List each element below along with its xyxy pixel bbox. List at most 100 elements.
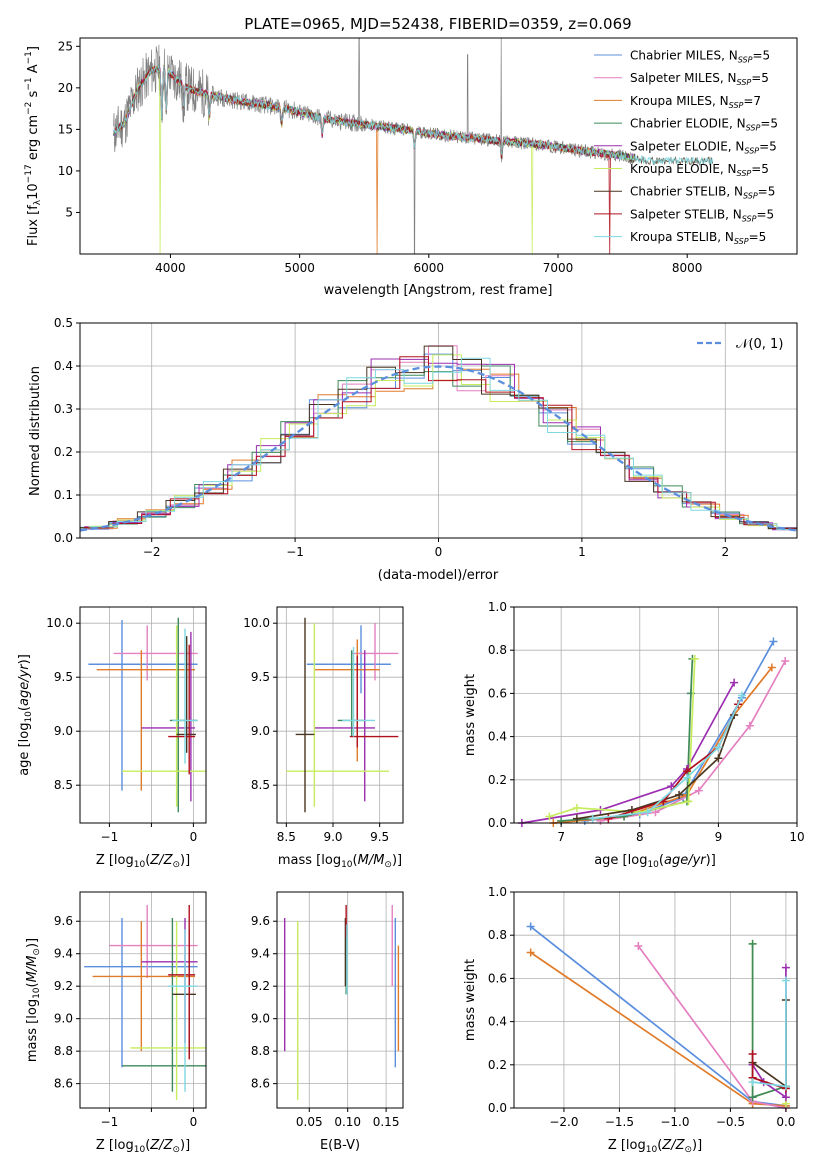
y-tick-label: 9.5 — [54, 670, 73, 684]
mass-vs-ebv-xlabel: E(B-V) — [320, 1138, 360, 1153]
age-vs-mass-frame — [276, 606, 404, 824]
errorbar-kroupa-stelib — [172, 628, 198, 764]
age-vs-z-xlabel: Z [log10(Z/Z⊙)] — [96, 853, 190, 870]
massweight-point — [781, 1093, 790, 1102]
spectrum-legend: Chabrier MILES, NSSP=5 Salpeter MILES, NS… — [594, 49, 778, 246]
y-tick-label: 0.2 — [54, 445, 73, 459]
residual-legend: 𝒩(0, 1) — [697, 337, 783, 352]
errorbar-chabrier-stelib — [176, 636, 196, 753]
x-tick-label: 9 — [715, 830, 723, 844]
spectrum-marks — [113, 38, 714, 254]
legend-label: Chabrier STELIB, NSSP=5 — [630, 185, 775, 201]
y-tick-label: 0.3 — [54, 402, 73, 416]
y-tick-label: 8.5 — [251, 778, 270, 792]
x-tick-label: −1 — [101, 1115, 119, 1129]
y-tick-label: 25 — [58, 39, 73, 53]
y-tick-label: 9.4 — [251, 947, 270, 961]
massweight-point — [748, 1050, 757, 1058]
mass-vs-z-marks — [84, 904, 206, 1100]
mass-vs-z-frame — [79, 891, 207, 1109]
errorbar-salpeter-stelib — [349, 655, 399, 748]
errorbar-kroupa-elodie — [122, 625, 206, 807]
legend-label: Kroupa MILES, NSSP=7 — [630, 94, 761, 110]
mass-vs-z-ticks: −1 0 8.6 8.8 9.0 9.2 9.4 9.6 — [54, 914, 197, 1129]
residual-histogram-panel: −2 −1 0 1 2 0.0 0.1 0.2 0.3 0.4 0.5 (data-model)/e… — [28, 316, 798, 583]
errorbar-kroupa-elodie — [130, 921, 206, 1100]
errorbar-chabrier-elodie — [122, 917, 206, 1092]
massweight-point — [767, 663, 776, 672]
massweight-line-salpeter-elodie — [751, 967, 787, 1099]
residual-ylabel: Normed distribution — [28, 366, 43, 496]
massweight-point — [526, 922, 535, 931]
spectrum-panel: 4000 5000 6000 7000 8000 5 10 15 20 25 wavelength… — [24, 37, 798, 298]
x-tick-label: 6000 — [414, 261, 445, 275]
x-tick-label: 0.05 — [296, 1115, 323, 1129]
massweight-point — [684, 797, 693, 806]
legend-label: Salpeter MILES, NSSP=5 — [630, 71, 769, 87]
mass-vs-ebv-ticks: 0.05 0.10 0.15 8.6 8.8 9.0 9.2 9.4 9.6 — [251, 914, 400, 1129]
mass-vs-z-ylabel: mass [log10(M/M⊙)] — [25, 938, 42, 1062]
x-tick-label: −1 — [286, 545, 304, 559]
age-vs-mass-ticks: 8.5 9.0 9.5 8.5 9.0 9.5 10.0 — [243, 616, 389, 844]
y-tick-label: 0.0 — [54, 531, 73, 545]
x-tick-label: −2 — [143, 545, 161, 559]
massweight-point — [667, 782, 676, 791]
massweight-point — [748, 1093, 757, 1102]
mass-vs-ebv-marks — [283, 904, 400, 1100]
x-tick-label: 0 — [190, 830, 198, 844]
x-tick-label: 2 — [721, 545, 729, 559]
x-tick-label: −1.0 — [660, 1115, 689, 1129]
massweight-point — [694, 786, 703, 795]
y-tick-label: 9.0 — [251, 724, 270, 738]
age-vs-z-panel: −1 0 8.5 9.0 9.5 10.0 Z [log10(Z/Z⊙)] age [lo… — [17, 606, 207, 870]
y-tick-label: 0.4 — [54, 359, 73, 373]
x-tick-label: 10 — [789, 830, 804, 844]
x-tick-label: 1 — [578, 545, 586, 559]
y-tick-label: 0.0 — [488, 816, 507, 830]
spectrum-ylabel: Flux [fλ10−17 erg cm−2 s−1 A−1] — [24, 46, 43, 246]
massweight-vs-z-frame — [513, 891, 798, 1109]
x-tick-label: 8.5 — [277, 830, 296, 844]
massweight-vs-age-ylabel: mass weight — [463, 674, 478, 756]
massweight-point — [690, 654, 699, 663]
massweight-line-kroupa-stelib — [752, 980, 787, 1088]
y-tick-label: 8.6 — [251, 1077, 270, 1091]
massweight-point — [781, 1082, 790, 1091]
residual-ticks: −2 −1 0 1 2 0.0 0.1 0.2 0.3 0.4 0.5 — [54, 316, 729, 559]
y-tick-label: 9.0 — [54, 1012, 73, 1026]
y-tick-label: 9.4 — [54, 947, 73, 961]
mass-vs-ebv-panel: 0.05 0.10 0.15 8.6 8.8 9.0 9.2 9.4 9.6 E(B-V) — [251, 891, 404, 1153]
y-tick-label: 9.0 — [54, 724, 73, 738]
massweight-point — [634, 942, 643, 950]
age-vs-mass-xlabel: mass [log10(M/M⊙)] — [278, 853, 402, 870]
normal-legend-label: 𝒩(0, 1) — [736, 337, 783, 352]
y-tick-label: 0.2 — [488, 773, 507, 787]
massweight-vs-z-ylabel: mass weight — [463, 959, 478, 1041]
legend-label: Chabrier MILES, NSSP=5 — [630, 49, 770, 65]
massweight-point — [781, 657, 790, 665]
massweight-vs-age-panel: 7 8 9 10 0.0 0.2 0.4 0.6 0.8 1.0 age [log10(age/y… — [463, 600, 805, 870]
y-tick-label: 15 — [58, 122, 73, 136]
massweight-line-salpeter-elodie — [521, 682, 735, 824]
y-tick-label: 8.5 — [54, 778, 73, 792]
y-tick-label: 9.2 — [54, 979, 73, 993]
massweight-point — [545, 812, 554, 821]
y-tick-label: 8.8 — [251, 1044, 270, 1058]
massweight-point — [730, 678, 739, 687]
massweight-point — [748, 1078, 757, 1087]
errorbar-kroupa-stelib — [342, 646, 375, 737]
massweight-point — [745, 721, 754, 730]
mass-vs-ebv-frame — [276, 891, 404, 1109]
normal-distribution-curve — [79, 365, 798, 532]
age-vs-z-frame — [79, 606, 207, 824]
massweight-vs-z-ticks: −2.0 −1.5 −1.0 −0.5 0.0 0.0 0.2 0.4 0.6 0.8 1.0 — [488, 885, 796, 1129]
y-tick-label: 0.0 — [488, 1101, 507, 1115]
y-tick-label: 5 — [65, 205, 73, 219]
residual-histogram-kroupa-stelib — [88, 357, 797, 531]
age-vs-mass-panel: 8.5 9.0 9.5 8.5 9.0 9.5 10.0 mass [log10(M/M⊙)… — [243, 606, 404, 870]
y-tick-label: 0.8 — [488, 928, 507, 942]
massweight-point — [643, 808, 652, 817]
age-vs-z-ylabel: age [log10(age/yr)] — [17, 654, 34, 776]
x-tick-label: −1.5 — [605, 1115, 634, 1129]
